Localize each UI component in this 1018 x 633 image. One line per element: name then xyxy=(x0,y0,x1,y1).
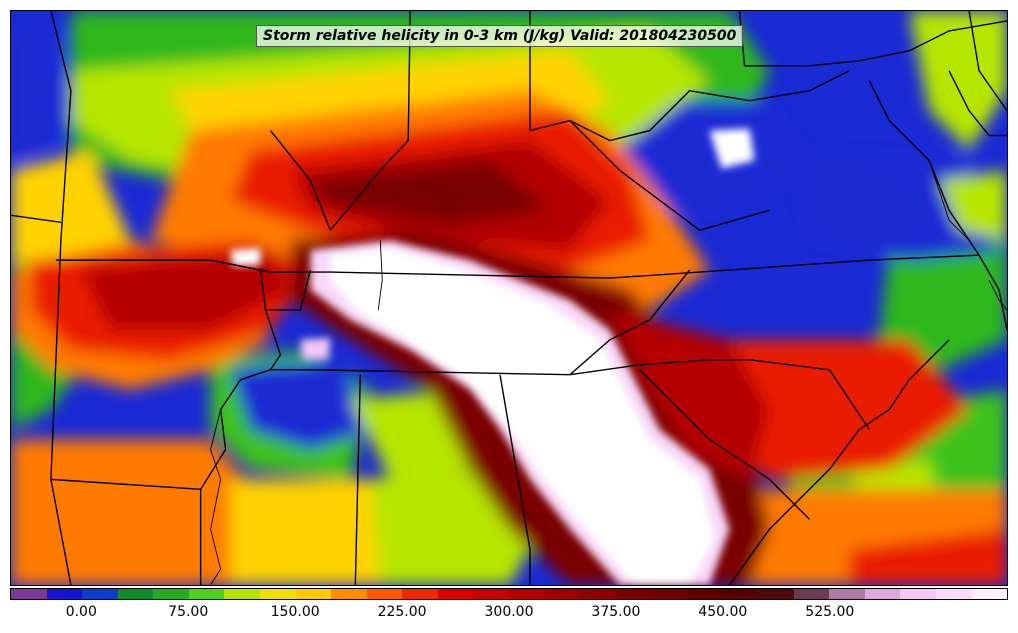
colorbar-swatch xyxy=(615,589,652,599)
colorbar-tick-label: 300.00 xyxy=(484,604,534,620)
colorbar-swatch xyxy=(686,589,723,599)
colorbar-swatch xyxy=(331,589,367,599)
helicity-field-map xyxy=(11,11,1007,585)
colorbar-swatch xyxy=(900,589,937,599)
colorbar-tick-label: 450.00 xyxy=(698,604,748,620)
colorbar-swatch xyxy=(651,589,687,599)
map-title: Storm relative helicity in 0-3 km (J/kg)… xyxy=(256,25,744,47)
colorbar-tick-label: 525.00 xyxy=(805,604,855,620)
colorbar-swatch xyxy=(864,589,901,599)
colorbar-tick-label: 150.00 xyxy=(270,604,320,620)
colorbar-swatch xyxy=(758,589,794,599)
state-boundaries xyxy=(11,11,1007,585)
colorbar-swatch xyxy=(11,589,47,599)
colorbar-swatch xyxy=(188,589,225,599)
colorbar-swatch xyxy=(473,589,510,599)
colorbar-swatch xyxy=(117,589,154,599)
colorbar-tick-label: 225.00 xyxy=(377,604,427,620)
colorbar-tick-label: 75.00 xyxy=(168,604,209,620)
colorbar-swatch xyxy=(260,589,296,599)
map-panel: Storm relative helicity in 0-3 km (J/kg)… xyxy=(10,10,1008,586)
colorbar-swatch xyxy=(722,589,759,599)
colorbar-swatch xyxy=(936,589,972,599)
colorbar-swatch xyxy=(793,589,830,599)
colorbar-swatch xyxy=(366,589,403,599)
colorbar-swatch xyxy=(402,589,438,599)
colorbar-swatch xyxy=(544,589,581,599)
colorbar xyxy=(10,588,1008,600)
colorbar-swatch xyxy=(580,589,616,599)
colorbar-tick-labels: 0.00 75.00 150.00 225.00 300.00 375.00 450.00 5… xyxy=(10,604,1008,624)
coastline-detail xyxy=(210,160,1007,585)
colorbar-swatch xyxy=(509,589,545,599)
colorbar-swatch xyxy=(971,589,1008,599)
colorbar-swatch xyxy=(82,589,118,599)
colorbar-tick-label: 375.00 xyxy=(591,604,641,620)
colorbar-swatch xyxy=(46,589,83,599)
colorbar-swatch xyxy=(295,589,332,599)
colorbar-swatch xyxy=(153,589,189,599)
colorbar-swatch xyxy=(829,589,865,599)
helicity-core xyxy=(230,128,755,585)
colorbar-tick-label: 0.00 xyxy=(65,604,97,620)
colorbar-swatch xyxy=(437,589,474,599)
colorbar-swatch xyxy=(224,589,261,599)
